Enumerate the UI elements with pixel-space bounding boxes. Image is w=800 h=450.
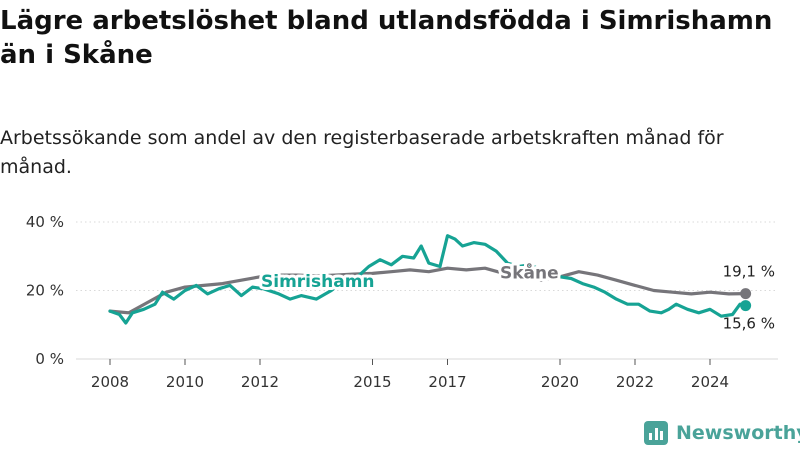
series-label: Simrishamn — [261, 272, 375, 292]
chart-title: Lägre arbetslöshet bland utlandsfödda i … — [0, 6, 773, 70]
series-label: Skåne — [500, 262, 559, 284]
y-tick-label: 40 % — [26, 213, 64, 231]
series-end-point — [740, 288, 752, 300]
x-tick-label: 2020 — [541, 373, 579, 391]
y-tick-label: 20 % — [26, 282, 64, 300]
series-line-simrishamn — [108, 234, 748, 325]
x-tick-label: 2015 — [353, 373, 391, 391]
x-tick-label: 2008 — [91, 373, 129, 391]
series-line-sk-ne — [108, 266, 748, 315]
brand-name: Newsworthy — [676, 422, 800, 444]
brand-logo: Newsworthy — [644, 418, 800, 448]
series-end-label: 19,1 % — [723, 263, 775, 281]
series-end-point — [740, 300, 752, 312]
x-tick-label: 2024 — [691, 373, 729, 391]
x-tick-label: 2012 — [241, 373, 279, 391]
series-end-label: 15,6 % — [723, 315, 775, 333]
y-tick-label: 0 % — [35, 350, 64, 368]
newsworthy-bar-chart-icon — [644, 421, 668, 445]
chart-subtitle: Arbetssökande som andel av den registerb… — [0, 127, 724, 178]
x-tick-label: 2017 — [428, 373, 466, 391]
x-tick-label: 2022 — [616, 373, 654, 391]
x-tick-label: 2010 — [166, 373, 204, 391]
